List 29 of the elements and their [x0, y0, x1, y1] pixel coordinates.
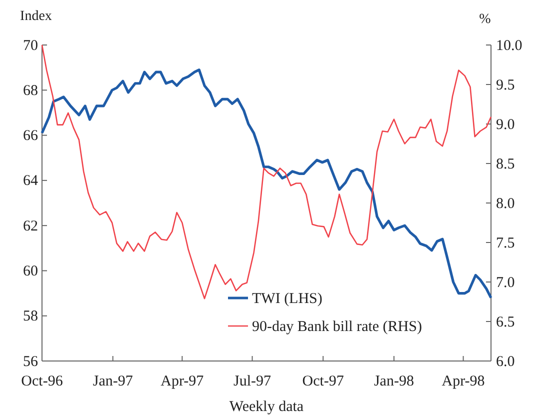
- y-tick-label: 60: [23, 264, 38, 280]
- y-tick-label: 56: [23, 354, 38, 370]
- y2-tick-label: 7.5: [496, 235, 515, 252]
- y2-tick-label: 6.0: [496, 354, 515, 370]
- y-tick-label: 68: [23, 82, 38, 99]
- y2-tick-label: 9.0: [496, 116, 515, 133]
- y2-tick-label: 9.5: [496, 77, 515, 94]
- y-tick-label: 66: [23, 128, 38, 144]
- y2-tick-label: 6.5: [496, 314, 515, 330]
- y2-tick-label: 8.5: [496, 156, 515, 172]
- x-tick-label: Jan-98: [374, 374, 414, 390]
- y2-tick-label: 7.0: [496, 274, 515, 291]
- y2-axis-title: %: [479, 12, 492, 27]
- y-tick-label: 58: [23, 308, 38, 325]
- y-axis-title: Index: [20, 9, 52, 24]
- y-tick-label: 62: [23, 218, 38, 234]
- legend-label: 90-day Bank bill rate (RHS): [252, 319, 422, 335]
- x-tick-label: Apr-98: [442, 374, 485, 390]
- x-tick-label: Jan-97: [92, 374, 134, 390]
- y2-tick-label: 8.0: [496, 196, 515, 212]
- legend-label: TWI (LHS): [252, 291, 322, 307]
- x-tick-label: Oct-96: [21, 374, 64, 390]
- x-tick-label: Jul-97: [234, 374, 272, 390]
- x-tick-label: Apr-97: [160, 374, 204, 390]
- y-tick-label: 70: [23, 38, 38, 54]
- x-axis-title: Weekly data: [229, 399, 304, 415]
- y2-tick-label: 10.0: [496, 38, 522, 54]
- y-tick-label: 64: [23, 173, 38, 190]
- x-tick-label: Oct-97: [302, 374, 344, 390]
